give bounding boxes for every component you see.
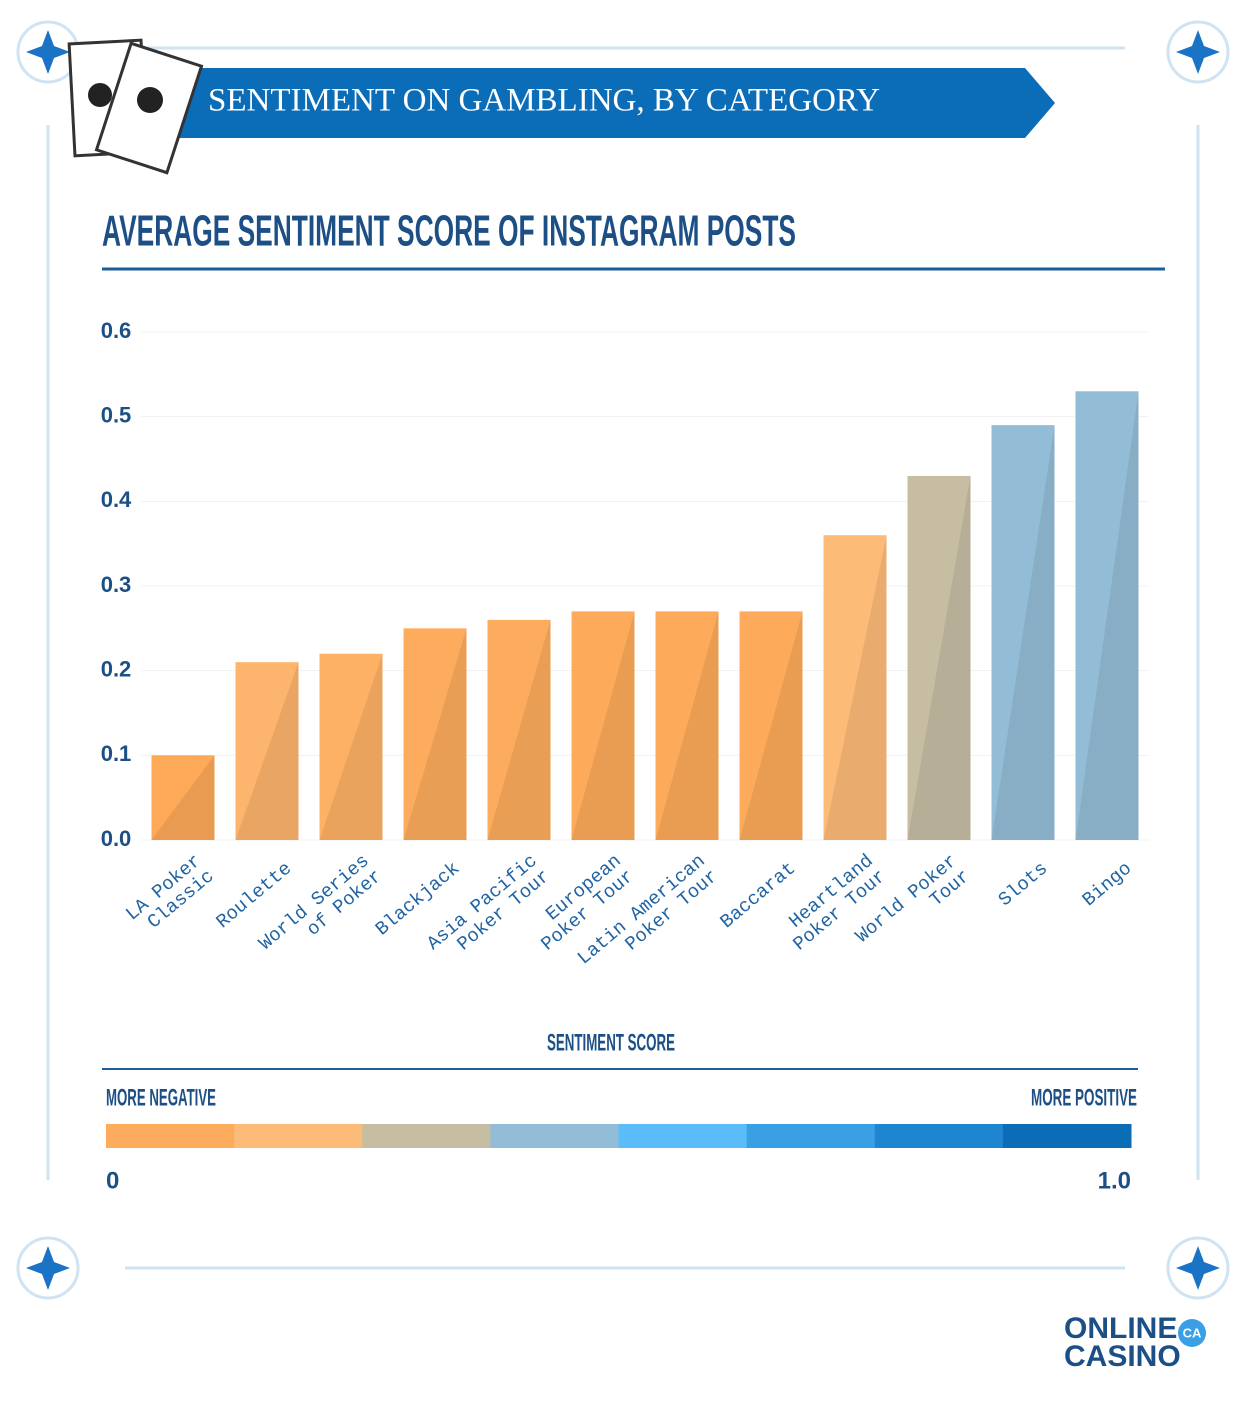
bar [403, 628, 467, 840]
logo-badge-text: CA [1183, 1325, 1202, 1340]
bar-shade [487, 619, 551, 840]
logo-badge [1178, 1319, 1206, 1347]
bar-shade [907, 475, 971, 840]
x-tick-label-line: Slots [994, 858, 1052, 912]
scale-swatch [746, 1124, 876, 1148]
logo-text: CASINO [1064, 1340, 1181, 1373]
banner [150, 68, 1055, 138]
bar [319, 653, 383, 840]
bar [571, 611, 635, 840]
banner-text: SENTIMENT ON GAMBLING, BY CATEGORY [208, 83, 880, 119]
chart-title: AVERAGE SENTIMENT SCORE OF INSTAGRAM POS… [102, 207, 796, 256]
bar-shade [991, 425, 1055, 840]
bar [991, 425, 1055, 840]
scale-tick-label: 0 [106, 1167, 119, 1194]
bar-shade [151, 755, 215, 840]
scale-swatch [106, 1124, 235, 1148]
bar [907, 475, 971, 840]
scale-swatch [362, 1124, 491, 1148]
y-tick-label: 0.0 [101, 826, 132, 851]
y-tick-label: 0.6 [101, 318, 132, 343]
bar [739, 611, 803, 840]
bar-shade [739, 611, 803, 840]
bar-shade [1075, 391, 1139, 840]
scale-swatch [1002, 1124, 1132, 1148]
scale-right-label: MORE POSITIVE [1031, 1084, 1137, 1111]
x-tick-label: Baccarat [716, 858, 800, 933]
y-tick-label: 0.3 [101, 572, 132, 597]
y-tick-label: 0.2 [101, 656, 132, 681]
scale-swatch [618, 1124, 748, 1148]
bar-shade [655, 611, 719, 840]
x-tick-label-line: Baccarat [716, 858, 800, 933]
bar-shade [235, 662, 299, 840]
scale-swatch [234, 1124, 363, 1148]
frame [16, 20, 1230, 1300]
cards-icon [67, 38, 204, 175]
x-tick-label-line: Bingo [1078, 858, 1136, 912]
y-tick-label: 0.4 [101, 487, 132, 512]
bar [655, 611, 719, 840]
bar-shade [823, 535, 887, 840]
scale-left-label: MORE NEGATIVE [106, 1084, 216, 1111]
y-tick-label: 0.5 [101, 402, 132, 427]
corner-stars [26, 30, 1220, 1290]
logo-text: ONLINE [1064, 1312, 1177, 1345]
scale-title: SENTIMENT SCORE [547, 1029, 675, 1056]
bar [823, 535, 887, 840]
x-tick-label: Bingo [1078, 858, 1136, 912]
bar-shade [571, 611, 635, 840]
bar [151, 755, 215, 840]
x-tick-label: Slots [994, 858, 1052, 912]
bar [1075, 391, 1139, 840]
bar [235, 662, 299, 840]
scale-swatch [874, 1124, 1004, 1148]
logo: ONLINE CASINO CA [1064, 1312, 1206, 1373]
scale-tick-label: 1.0 [1098, 1167, 1131, 1194]
y-tick-label: 0.1 [101, 741, 132, 766]
x-tick-label: LA PokerClassic [122, 850, 219, 941]
bar-shade [319, 653, 383, 840]
bar-shade [403, 628, 467, 840]
scale-swatch [490, 1124, 619, 1148]
bar [487, 619, 551, 840]
